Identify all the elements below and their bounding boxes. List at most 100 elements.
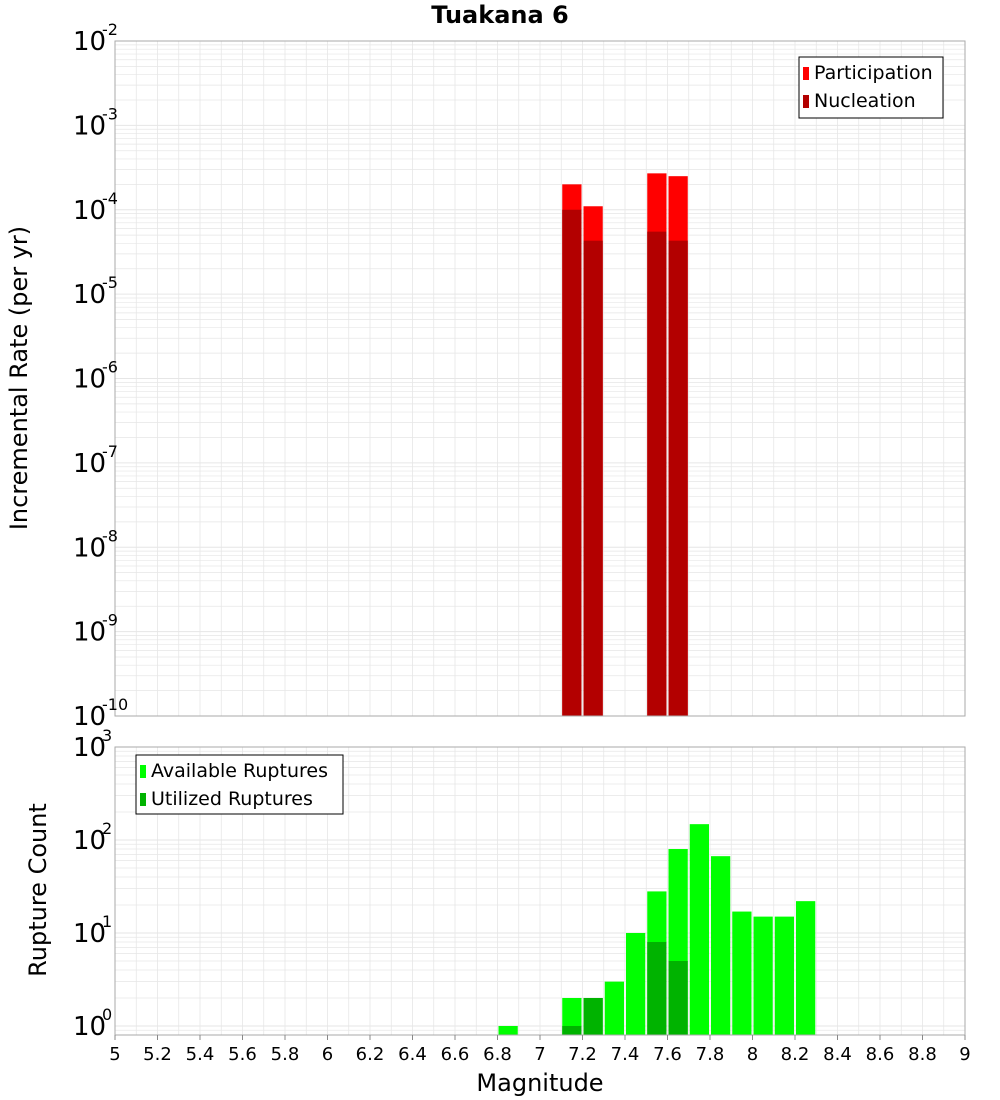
rate-panel: 10-210-310-410-510-610-710-810-910-10 In… bbox=[5, 20, 966, 732]
available-ruptures-bar bbox=[732, 911, 752, 1035]
legend-swatch bbox=[140, 765, 146, 778]
nucleation-bar bbox=[668, 240, 688, 717]
y-tick-label: 10-3 bbox=[73, 104, 118, 141]
y-tick-base: 10 bbox=[73, 365, 106, 395]
y-tick-exponent: -5 bbox=[102, 273, 118, 292]
x-tick-label: 8.2 bbox=[781, 1044, 810, 1065]
legend-swatch bbox=[803, 95, 809, 108]
y-tick-exponent: -6 bbox=[102, 358, 118, 377]
y-tick-exponent: -4 bbox=[102, 189, 118, 208]
y-tick-exponent: -2 bbox=[102, 20, 118, 39]
y-tick-exponent: -10 bbox=[102, 695, 128, 714]
y-tick-exponent: 2 bbox=[102, 819, 112, 838]
y-tick-label: 10-5 bbox=[73, 273, 118, 310]
y-tick-label: 10-6 bbox=[73, 358, 118, 395]
utilized-ruptures-bar bbox=[647, 942, 667, 1035]
x-tick-label: 5.8 bbox=[271, 1044, 300, 1065]
y-tick-label: 10-9 bbox=[73, 611, 118, 648]
y-tick-exponent: 1 bbox=[102, 912, 112, 931]
y-tick-label: 10-10 bbox=[73, 695, 128, 732]
rate-bars bbox=[562, 173, 688, 717]
y-tick-label: 10-2 bbox=[73, 20, 118, 57]
available-ruptures-bar bbox=[689, 824, 709, 1035]
x-tick-label: 8 bbox=[747, 1044, 758, 1065]
nucleation-bar bbox=[583, 240, 603, 717]
y-tick-base: 10 bbox=[73, 27, 106, 57]
x-tick-label: 8.4 bbox=[823, 1044, 852, 1065]
x-tick-label: 9 bbox=[959, 1044, 970, 1065]
x-tick-label: 7.8 bbox=[696, 1044, 725, 1065]
x-axis-ticks: 5 5.2 5.4 5.6 5.8 6 6.2 6.4 6.6 6.8 7 7.2 7.4 7.6 7.8 8… bbox=[109, 1035, 971, 1065]
rate-y-ticks: 10-210-310-410-510-610-710-810-910-10 bbox=[73, 20, 128, 732]
y-tick-exponent: 3 bbox=[102, 726, 112, 745]
y-tick-base: 10 bbox=[73, 702, 106, 732]
legend-swatch bbox=[803, 67, 809, 80]
available-ruptures-bar bbox=[774, 916, 794, 1035]
x-tick-label: 7.6 bbox=[653, 1044, 682, 1065]
y-tick-base: 10 bbox=[73, 280, 106, 310]
x-tick-label: 5 bbox=[109, 1044, 120, 1065]
y-tick-exponent: -9 bbox=[102, 611, 118, 630]
x-axis-label: Magnitude bbox=[476, 1069, 603, 1097]
y-tick-base: 10 bbox=[73, 919, 106, 949]
y-tick-label: 103 bbox=[73, 726, 112, 763]
available-ruptures-bar bbox=[711, 856, 731, 1035]
x-tick-label: 8.8 bbox=[908, 1044, 937, 1065]
utilized-ruptures-bar bbox=[668, 960, 688, 1035]
x-tick-label: 6 bbox=[322, 1044, 333, 1065]
legend-label: Participation bbox=[814, 62, 933, 84]
count-y-axis-label: Rupture Count bbox=[24, 803, 52, 977]
y-tick-exponent: -8 bbox=[102, 526, 118, 545]
x-tick-label: 6.6 bbox=[441, 1044, 470, 1065]
legend-label: Utilized Ruptures bbox=[151, 788, 313, 810]
rate-y-axis-label: Incremental Rate (per yr) bbox=[5, 226, 33, 530]
count-legend: Available Ruptures Utilized Ruptures bbox=[135, 754, 344, 815]
x-tick-label: 7 bbox=[534, 1044, 545, 1065]
x-tick-label: 5.2 bbox=[143, 1044, 172, 1065]
legend-swatch bbox=[140, 793, 146, 806]
available-ruptures-bar bbox=[498, 1025, 518, 1035]
y-tick-base: 10 bbox=[73, 733, 106, 763]
utilized-ruptures-bar bbox=[583, 997, 603, 1035]
y-tick-base: 10 bbox=[73, 449, 106, 479]
y-tick-base: 10 bbox=[73, 618, 106, 648]
legend-box bbox=[798, 56, 944, 119]
rate-legend: Participation Nucleation bbox=[798, 56, 944, 119]
x-tick-label: 5.4 bbox=[186, 1044, 215, 1065]
y-tick-exponent: 0 bbox=[102, 1005, 112, 1024]
x-tick-label: 6.4 bbox=[398, 1044, 427, 1065]
nucleation-bar bbox=[647, 231, 667, 716]
y-tick-base: 10 bbox=[73, 533, 106, 563]
available-ruptures-bar bbox=[562, 997, 582, 1035]
count-bars bbox=[498, 824, 816, 1035]
nucleation-bar bbox=[562, 209, 582, 716]
y-tick-base: 10 bbox=[73, 111, 106, 141]
available-ruptures-bar bbox=[604, 981, 624, 1035]
y-tick-base: 10 bbox=[73, 826, 106, 856]
y-tick-label: 10-8 bbox=[73, 526, 118, 563]
x-tick-label: 6.8 bbox=[483, 1044, 512, 1065]
x-tick-label: 8.6 bbox=[866, 1044, 895, 1065]
legend-box bbox=[135, 754, 344, 815]
x-tick-label: 6.2 bbox=[356, 1044, 385, 1065]
available-ruptures-bar bbox=[796, 901, 816, 1035]
utilized-ruptures-bar bbox=[562, 1025, 582, 1035]
x-tick-label: 5.6 bbox=[228, 1044, 257, 1065]
y-tick-base: 10 bbox=[73, 196, 106, 226]
rate-plot-frame bbox=[114, 40, 966, 717]
y-tick-label: 101 bbox=[73, 912, 112, 949]
chart-title: Tuakana 6 bbox=[431, 1, 569, 29]
y-tick-exponent: -3 bbox=[102, 104, 118, 123]
y-tick-exponent: -7 bbox=[102, 442, 118, 461]
y-tick-label: 102 bbox=[73, 819, 112, 856]
rate-grid bbox=[114, 41, 966, 717]
y-tick-label: 10-7 bbox=[73, 442, 118, 479]
legend-label: Available Ruptures bbox=[151, 760, 328, 782]
available-ruptures-bar bbox=[753, 916, 773, 1035]
x-tick-label: 7.4 bbox=[611, 1044, 640, 1065]
x-tick-label: 7.2 bbox=[568, 1044, 597, 1065]
y-tick-label: 10-4 bbox=[73, 189, 118, 226]
